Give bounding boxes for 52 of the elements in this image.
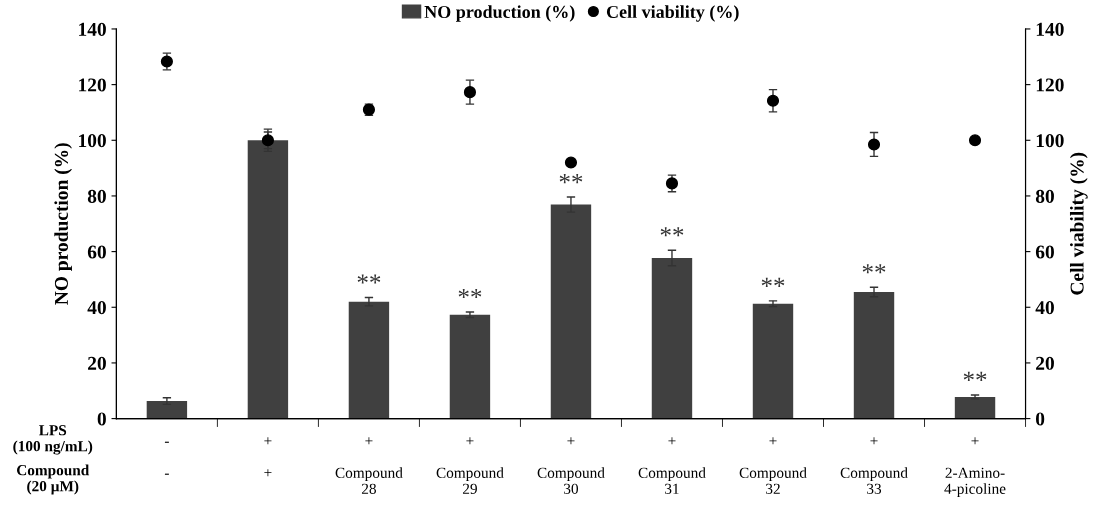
point xyxy=(968,134,982,147)
category-label: + + xyxy=(264,437,272,477)
category-label: + Compound 31 xyxy=(638,437,706,494)
y-tick-label: 60 xyxy=(87,245,106,259)
category-label: + Compound 28 xyxy=(335,437,403,494)
legend-label: NO production (%) xyxy=(424,5,575,22)
y-tick-label: 100 xyxy=(79,134,106,148)
text: Compound (20 µM) xyxy=(16,464,90,495)
y-tick-label: 140 xyxy=(79,22,106,36)
bar xyxy=(348,301,390,419)
y-tick-label: 0 xyxy=(97,412,106,426)
point xyxy=(564,156,578,169)
category-label: + Compound 32 xyxy=(739,437,807,494)
bar xyxy=(651,258,693,419)
y2-tick-label: 0 xyxy=(1036,412,1045,426)
annotation: ** xyxy=(963,371,987,382)
annotation: ** xyxy=(862,264,886,274)
category-label: + Compound 29 xyxy=(436,437,504,494)
category-label: + 2-Amino- 4-picoline xyxy=(944,437,1006,498)
bar xyxy=(550,204,592,419)
y2-tick-label: 40 xyxy=(1035,301,1054,315)
y-tick-label: 20 xyxy=(88,356,106,370)
bar xyxy=(247,140,289,419)
bar xyxy=(449,314,491,419)
bar xyxy=(146,401,188,419)
annotation: ** xyxy=(761,277,785,287)
annotation: ** xyxy=(458,288,482,299)
y2-tick-label: 20 xyxy=(1036,356,1054,370)
point xyxy=(766,94,780,107)
bar xyxy=(853,291,895,419)
y2-tick-label: 140 xyxy=(1036,22,1064,36)
bar xyxy=(752,303,794,419)
point xyxy=(463,86,477,99)
annotation: ** xyxy=(559,173,583,184)
y2-axis-title: Cell viability (%) xyxy=(1069,152,1088,295)
y2-tick-label: 80 xyxy=(1035,189,1054,203)
y-tick-label: 40 xyxy=(87,301,106,315)
point xyxy=(867,138,881,151)
text: LPS (100 ng/mL) xyxy=(13,425,93,455)
y2-tick-label: 60 xyxy=(1035,245,1054,259)
y2-tick-label: 100 xyxy=(1036,134,1064,148)
annotation: ** xyxy=(660,227,684,237)
category-label: + Compound 30 xyxy=(537,437,605,494)
y2-tick-label: 120 xyxy=(1036,78,1064,92)
y-axis-title: NO production (%) xyxy=(54,143,72,305)
y-tick-label: 120 xyxy=(79,78,106,92)
category-label: + Compound 33 xyxy=(840,437,908,494)
annotation: ** xyxy=(357,274,381,284)
legend-label: Cell viability (%) xyxy=(606,5,739,22)
bar xyxy=(954,396,996,419)
category-label: - - xyxy=(164,441,169,475)
y-tick-label: 80 xyxy=(87,189,106,203)
